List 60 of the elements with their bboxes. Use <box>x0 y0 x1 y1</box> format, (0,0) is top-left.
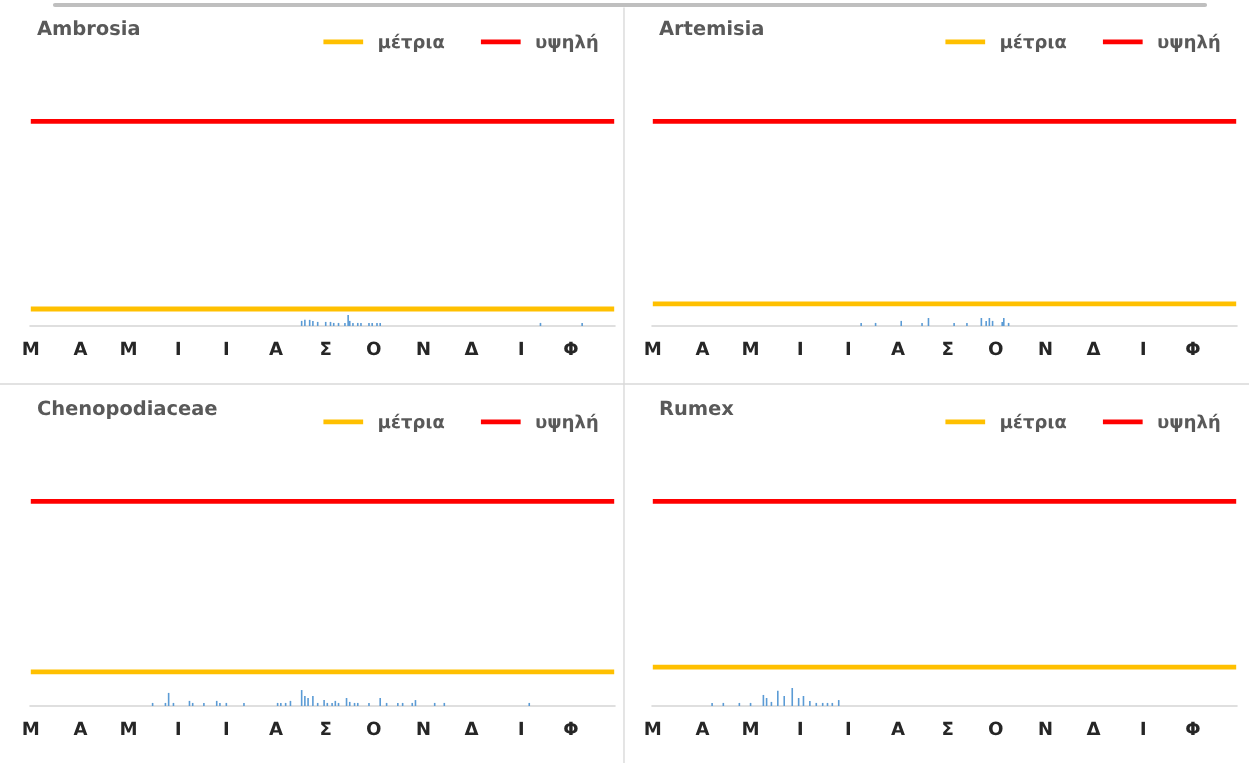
x-tick-label: Α <box>269 721 283 735</box>
x-tick-label: Ν <box>1039 341 1052 355</box>
legend-label: υψηλή <box>536 33 598 52</box>
x-tick-label: Μ <box>23 341 39 355</box>
legend-label: μέτρια <box>379 33 445 52</box>
x-tick-label: Δ <box>464 721 479 735</box>
x-tick-label: Α <box>73 341 88 355</box>
x-tick-label: Α <box>891 341 905 355</box>
x-tick-label: Σ <box>321 341 331 355</box>
x-tick-label: Σ <box>943 721 953 735</box>
x-tick-label: Φ <box>564 721 578 735</box>
x-tick-label: Μ <box>23 721 39 735</box>
x-tick-label: Ν <box>1039 721 1052 735</box>
x-tick-label: Α <box>695 721 710 735</box>
x-tick-label: Ι <box>176 341 180 355</box>
x-tick-label: Μ <box>743 341 758 355</box>
x-tick-label: Ο <box>989 341 1003 356</box>
x-tick-label: Φ <box>1186 721 1200 735</box>
legend-label: μέτρια <box>1001 413 1067 432</box>
x-tick-label: Ι <box>798 341 802 355</box>
x-tick-label: Ν <box>417 721 430 735</box>
x-tick-label: Δ <box>464 341 479 355</box>
x-tick-label: Ι <box>224 341 229 355</box>
legend-label: μέτρια <box>1001 33 1067 52</box>
legend-label: υψηλή <box>1158 33 1220 52</box>
x-tick-label: Φ <box>564 341 578 355</box>
x-tick-label: Ι <box>519 721 523 735</box>
x-tick-label: Μ <box>121 721 136 735</box>
x-tick-label: Α <box>891 721 905 735</box>
chart-title: Ambrosia <box>37 20 140 36</box>
chart-title: Artemisia <box>659 20 763 36</box>
x-tick-label: Ι <box>846 721 851 735</box>
x-tick-label: Α <box>73 721 88 735</box>
x-tick-label: Ο <box>367 721 381 736</box>
x-tick-label: Σ <box>321 721 331 735</box>
chart-title: Chenopodiaceae <box>37 400 217 420</box>
x-tick-label: Μ <box>121 341 136 355</box>
x-tick-label: Ι <box>224 721 229 735</box>
legend-label: μέτρια <box>379 413 445 432</box>
x-tick-label: Α <box>269 341 283 355</box>
legend-label: υψηλή <box>1158 413 1220 432</box>
x-tick-label: Ι <box>798 721 802 735</box>
x-tick-label: Δ <box>1086 341 1101 355</box>
x-tick-label: Ι <box>846 341 851 355</box>
x-tick-label: Ο <box>367 341 381 356</box>
x-tick-label: Φ <box>1186 341 1200 355</box>
x-tick-label: Ι <box>519 341 523 355</box>
x-tick-label: Ι <box>176 721 180 735</box>
x-tick-label: Μ <box>645 341 661 355</box>
x-tick-label: Ι <box>1141 341 1145 355</box>
x-tick-label: Α <box>695 341 710 355</box>
x-tick-label: Ι <box>1141 721 1145 735</box>
x-tick-label: Σ <box>943 341 953 355</box>
chart-title: Rumex <box>660 400 734 416</box>
x-tick-label: Μ <box>743 721 758 735</box>
x-tick-label: Μ <box>645 721 661 735</box>
x-tick-label: Δ <box>1086 721 1101 735</box>
legend-label: υψηλή <box>536 413 598 432</box>
x-tick-label: Ο <box>989 721 1003 736</box>
x-tick-label: Ν <box>417 341 430 355</box>
